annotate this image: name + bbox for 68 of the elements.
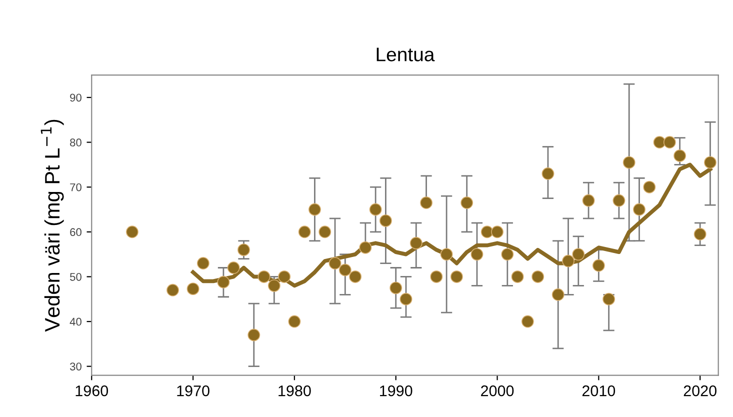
point xyxy=(258,270,270,283)
x-tick-label: 2010 xyxy=(582,385,616,396)
point xyxy=(460,196,474,210)
chart-title: Lentua xyxy=(376,48,435,62)
point xyxy=(338,264,352,276)
point xyxy=(440,248,453,261)
point xyxy=(268,279,280,292)
point xyxy=(390,282,402,294)
point xyxy=(217,276,230,288)
x-tick-label: 2000 xyxy=(481,385,514,396)
point xyxy=(328,257,342,270)
point xyxy=(166,284,179,296)
point xyxy=(298,226,311,238)
point xyxy=(552,288,564,301)
point xyxy=(318,226,332,238)
point xyxy=(612,194,626,207)
x-tick-label: 1960 xyxy=(76,385,108,396)
point xyxy=(379,214,392,227)
point xyxy=(400,292,412,306)
point xyxy=(622,156,636,169)
point xyxy=(359,241,372,254)
y-tick-label: 60 xyxy=(70,228,82,236)
point xyxy=(480,226,494,238)
x-tick-label: 1970 xyxy=(177,385,210,396)
x-tick-label: 2020 xyxy=(684,385,716,396)
point xyxy=(653,136,666,149)
x-tick-label: 1990 xyxy=(380,385,412,396)
point xyxy=(633,203,646,216)
point xyxy=(288,315,301,328)
point xyxy=(572,248,585,261)
y-tick-label: 80 xyxy=(70,138,82,146)
point xyxy=(278,270,291,283)
point xyxy=(521,315,534,328)
y-tick-label: 90 xyxy=(70,94,82,102)
point xyxy=(248,328,260,342)
point xyxy=(470,248,484,261)
y-tick-label: 30 xyxy=(70,362,82,370)
point xyxy=(562,254,574,268)
point xyxy=(420,196,433,210)
point xyxy=(410,236,422,250)
point xyxy=(238,244,250,256)
point xyxy=(227,262,240,274)
x-tick-label: 1980 xyxy=(278,385,311,396)
point xyxy=(704,156,716,169)
point xyxy=(349,270,362,283)
point xyxy=(643,180,656,194)
point xyxy=(532,270,544,283)
point xyxy=(592,259,605,272)
point xyxy=(511,270,524,283)
point xyxy=(186,282,200,296)
point xyxy=(430,270,443,283)
point xyxy=(450,270,463,283)
point xyxy=(369,203,382,216)
point xyxy=(674,149,686,162)
y-axis-title: Veden väri (mg Pt L$^{−1}$) xyxy=(40,120,64,332)
y-tick-label: 70 xyxy=(70,183,82,192)
point xyxy=(602,292,616,306)
y-tick-label: 50 xyxy=(70,272,82,281)
point xyxy=(308,203,321,216)
y-tick-label: 40 xyxy=(70,318,82,326)
point xyxy=(501,248,514,261)
point xyxy=(542,167,554,180)
point xyxy=(491,226,504,238)
point xyxy=(582,194,595,207)
point xyxy=(663,136,676,149)
point xyxy=(126,226,138,238)
point xyxy=(196,257,210,270)
point xyxy=(694,228,706,240)
